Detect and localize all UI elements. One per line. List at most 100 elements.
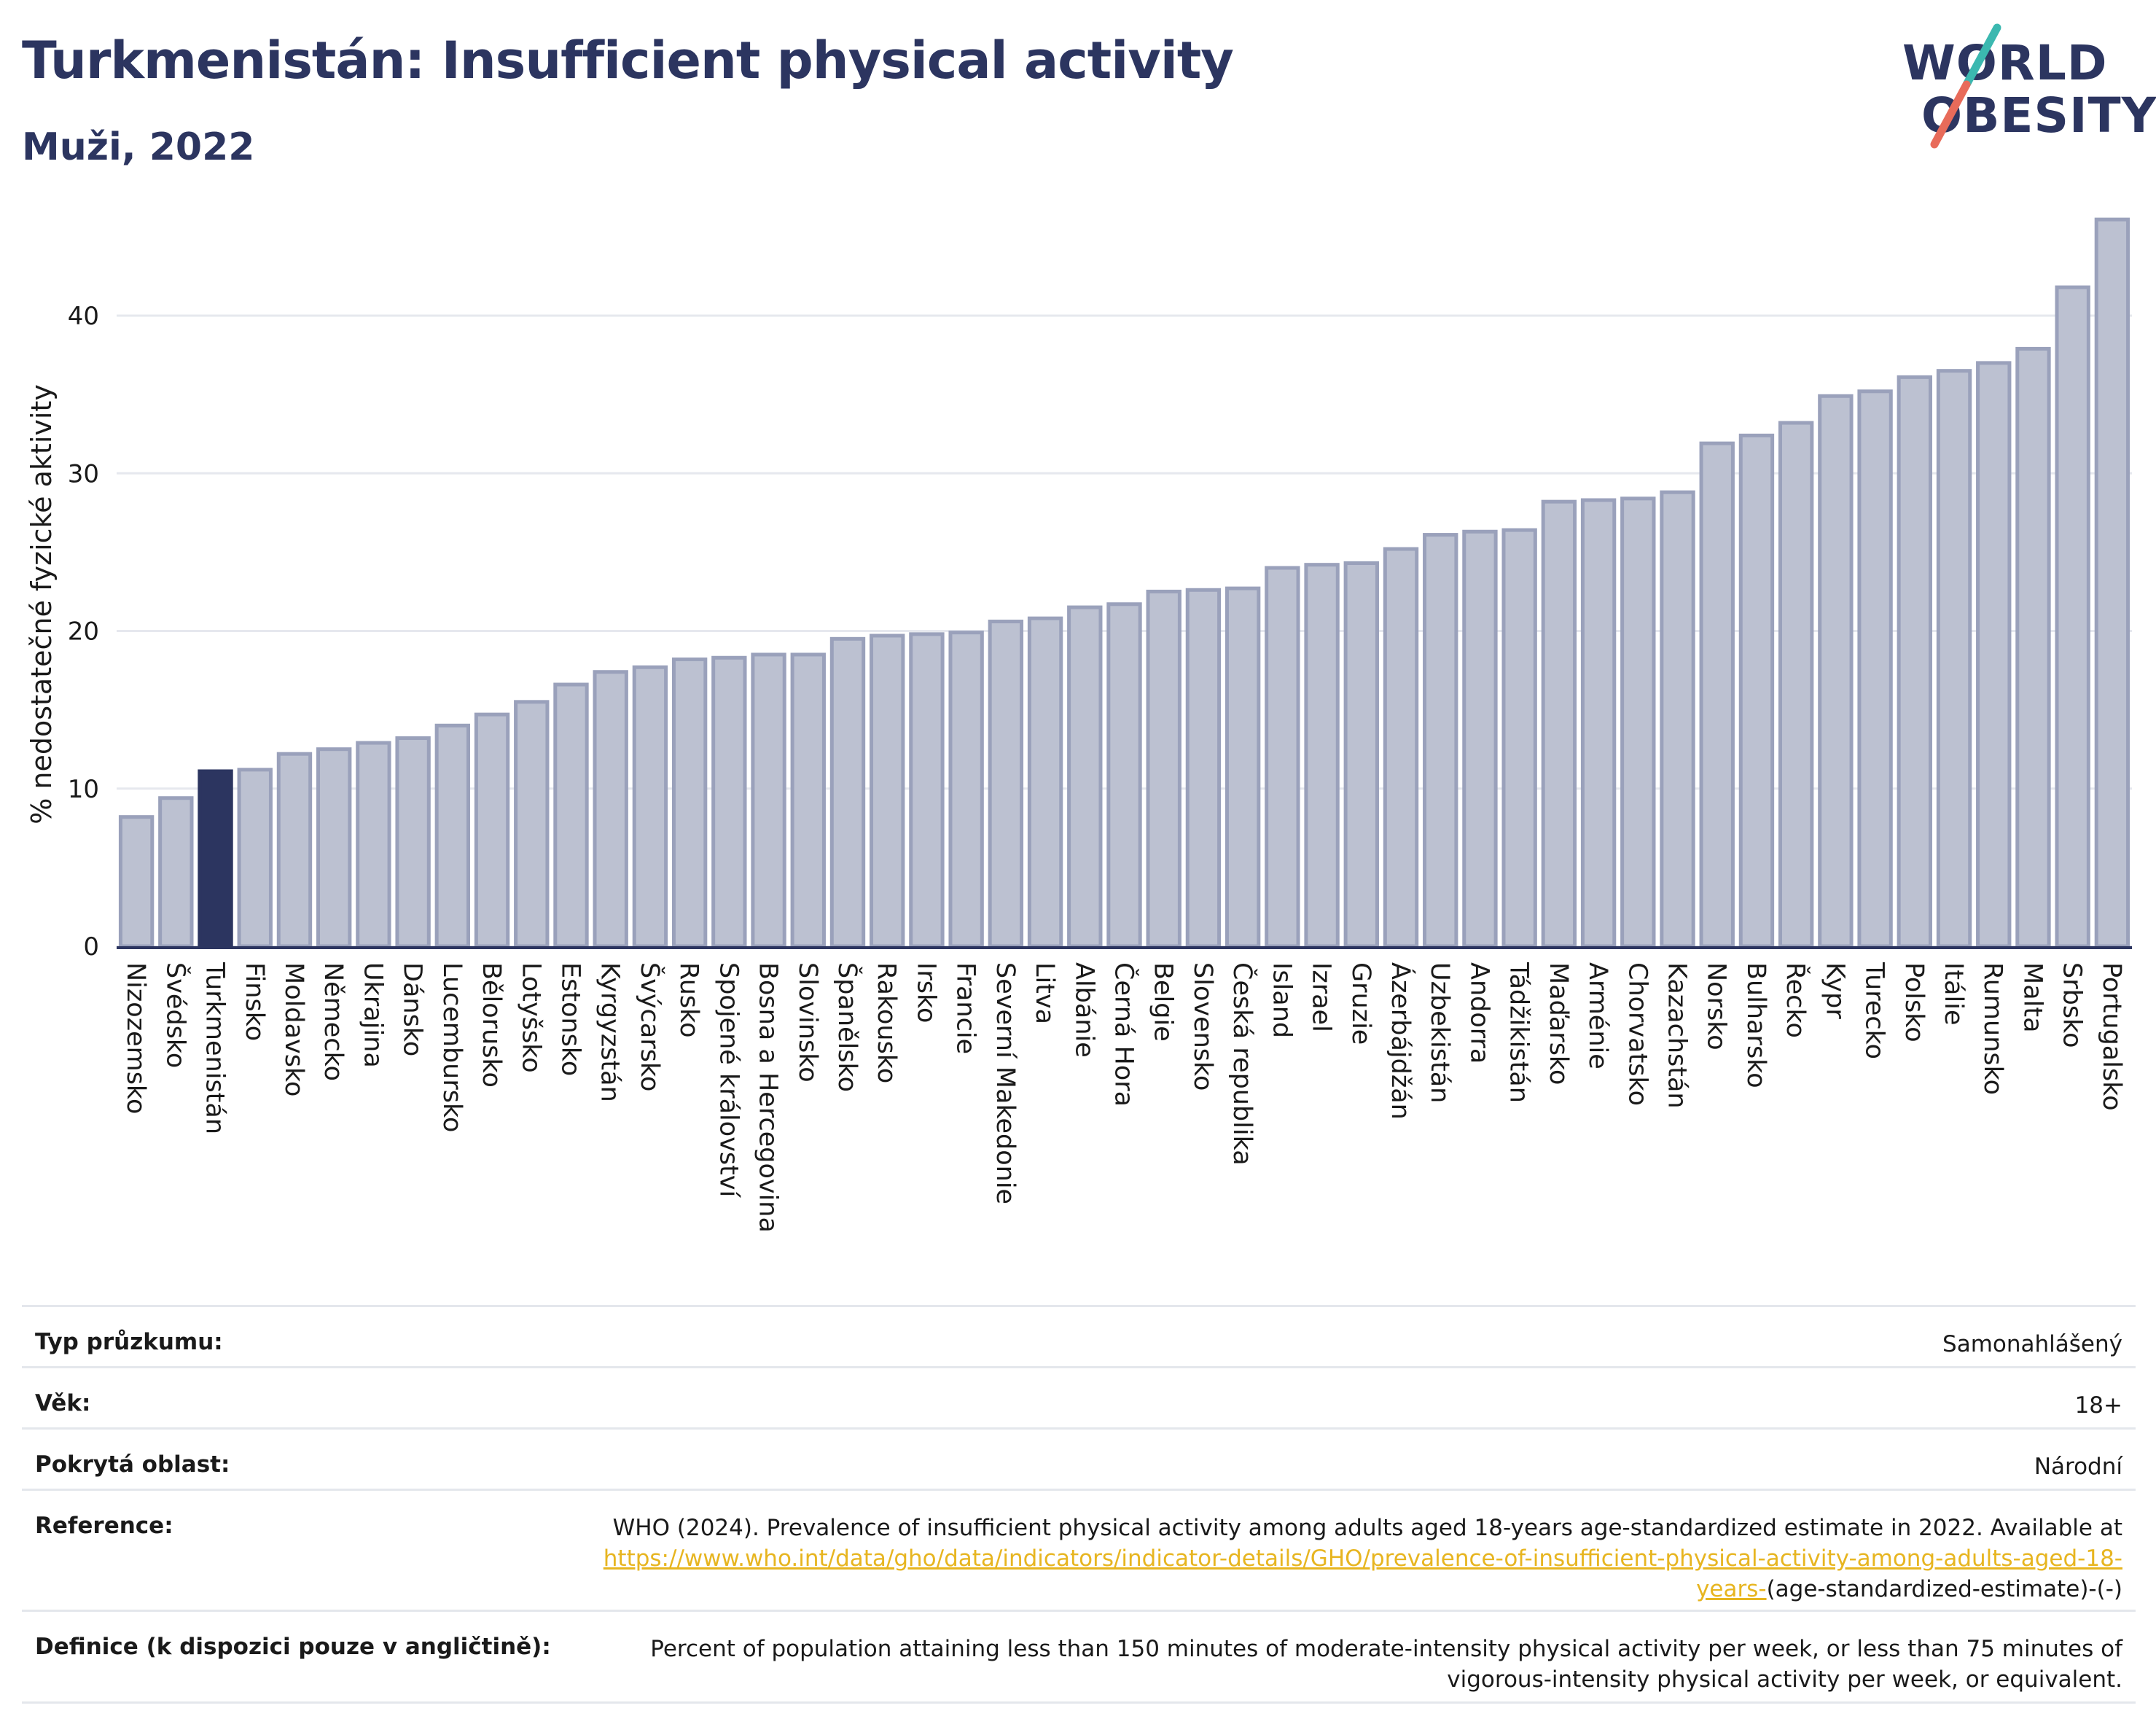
bar [1383,547,1419,948]
x-tick-label: Severní Makedonie [991,962,1020,1204]
x-tick-label: Chorvatsko [1622,962,1652,1106]
x-tick-label: Belgie [1149,962,1178,1042]
bar [237,768,273,948]
reference-link[interactable]: https://www.who.int/data/gho/data/indica… [603,1545,2122,1602]
bar [909,632,945,948]
x-tick-label: Turecko [1860,962,1889,1059]
x-tick-label: Rakousko [872,962,901,1083]
logo-slash-icon [1930,23,2001,149]
x-tick-label: Finsko [240,962,269,1041]
bar [2055,285,2090,948]
bar-highlighted [198,769,233,948]
y-axis-label: % nedostatečné fyzické aktivity [26,384,58,824]
reference-text: WHO (2024). Prevalence of insufficient p… [612,1515,2122,1541]
meta-label: Pokrytá oblast: [35,1451,230,1478]
page-subtitle: Muži, 2022 [22,125,255,169]
meta-label: Definice (k dispozici pouze v angličtině… [35,1634,551,1660]
x-tick-label: Bosna a Hercegovina [754,962,783,1233]
bar [1265,566,1300,948]
x-tick-label: Ázerbájdžán [1386,962,1416,1120]
x-tick-label: Lucembursko [437,962,466,1132]
meta-row-reference: Reference: WHO (2024). Prevalence of ins… [22,1489,2136,1610]
x-tick-label: Norsko [1702,962,1731,1050]
bar [1738,433,1775,948]
x-tick-label: Itálie [1939,962,1968,1025]
meta-label: Reference: [35,1513,173,1539]
meta-label: Věk: [35,1390,91,1416]
x-tick-label: Portugalsko [2097,962,2126,1111]
meta-row-definition: Definice (k dispozici pouze v angličtině… [22,1610,2136,1701]
x-tick-label: Kyrgyzstán [595,962,625,1102]
bar [1976,361,2012,948]
bar [474,712,510,948]
x-tick-label: Maďarsko [1544,962,1573,1085]
bar [1027,616,1063,948]
x-tick-label: Česká republika [1227,962,1258,1166]
x-tick-label: Turkmenistán [200,962,230,1134]
bar [1660,490,1695,948]
bar [1462,529,1498,948]
x-tick-label: Kypr [1820,962,1849,1019]
x-tick-label: Rumunsko [1978,962,2007,1095]
x-tick-label: Ukrajina [358,962,387,1068]
bar [593,670,628,948]
meta-label: Typ průzkumu: [35,1329,223,1355]
bar [1423,533,1458,948]
x-tick-label: Černá Hora [1109,962,1140,1107]
x-tick-label: Albánie [1069,962,1098,1058]
x-tick-label: Srbsko [2058,962,2087,1048]
bar [1818,394,1854,948]
bar [1857,389,1893,948]
x-tick-label: Litva [1030,962,1059,1024]
bar [1580,498,1617,948]
bar [1620,496,1656,948]
meta-value: Percent of population attaining less tha… [650,1636,2122,1693]
bar [1897,375,1932,948]
bar [1185,588,1222,948]
meta-value: WHO (2024). Prevalence of insufficient p… [548,1513,2122,1605]
bar [1343,561,1379,948]
bar [1501,528,1537,948]
bar-chart: 0 10 20 30 40 % nedostatečné fyzické aktivity… [26,217,2132,1233]
y-tick-label: 20 [68,617,99,647]
world-obesity-logo: WORLD OBESITY [1902,22,2156,153]
y-tick-label: 40 [68,302,99,331]
x-tick-label: Německo [319,962,348,1081]
bar [553,682,589,948]
y-tick-label: 0 [83,932,99,962]
bar [1106,602,1142,948]
bar [2015,346,2051,948]
bar [1225,586,1261,948]
bar [395,736,431,948]
meta-row-coverage: Pokrytá oblast: Národní [22,1427,2136,1489]
bar [948,631,984,948]
bar [1541,499,1577,948]
meta-row-age: Věk: 18+ [22,1366,2136,1427]
x-tick-label: Bulharsko [1741,962,1770,1088]
bar [1936,369,1972,948]
bar [316,747,352,948]
x-tick-label: Spojené království [714,962,743,1198]
meta-value: Národní [2034,1454,2122,1480]
x-tick-label: Rusko [674,962,703,1038]
y-tick-label: 10 [68,775,99,804]
bar [118,815,155,948]
bar [671,657,708,948]
x-tick-label: Španělsko [832,962,863,1092]
x-tick-label: Švýcarsko [635,962,665,1091]
x-tick-label: Andorra [1464,962,1493,1064]
bar [988,620,1024,948]
bar [2094,217,2130,948]
x-tick-label: Nizozemsko [121,962,150,1114]
x-tick-label: Estonsko [555,962,585,1076]
metadata-table: Typ průzkumu: Samonahlášený Věk: 18+ Pok… [22,1305,2136,1705]
y-tick-label: 30 [68,459,99,488]
meta-value: Samonahlášený [1942,1331,2122,1357]
x-tick-label: Moldavsko [279,962,308,1096]
bar [514,700,550,948]
bar [276,752,313,948]
bar [1067,605,1103,948]
x-tick-label: Polsko [1899,962,1929,1042]
x-tick-label: Izrael [1307,962,1336,1032]
x-tick-label: Island [1267,962,1296,1038]
